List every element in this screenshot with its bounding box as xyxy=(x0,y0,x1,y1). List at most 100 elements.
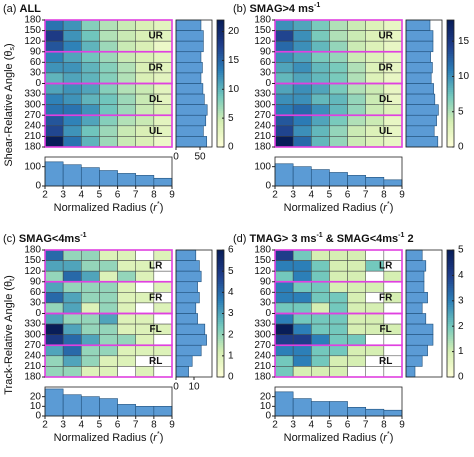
heat-cell xyxy=(311,355,330,367)
panel-title-part: 2 xyxy=(404,233,413,245)
heat-cell xyxy=(347,19,366,31)
y-tick-label: 0 xyxy=(35,308,41,319)
colorbar-step xyxy=(217,328,224,331)
heat-cell xyxy=(44,355,64,367)
colorbar-step xyxy=(447,283,454,287)
colorbar-step xyxy=(447,60,454,63)
colorbar-tick-label: 0 xyxy=(458,142,464,153)
region-label: UR xyxy=(148,31,163,42)
colorbar-step xyxy=(447,111,454,114)
row-hist-bar xyxy=(175,40,204,53)
heat-cell xyxy=(365,334,385,346)
colorbar-step xyxy=(217,36,224,40)
row-hist-bar xyxy=(405,270,425,283)
colorbar-step xyxy=(447,330,454,333)
col-hist-bar xyxy=(80,396,100,417)
heat-cell xyxy=(274,270,294,282)
heat-cell xyxy=(383,40,403,53)
colorbar-step xyxy=(447,302,454,306)
row-hist-bar xyxy=(405,104,439,116)
heat-cell xyxy=(62,323,82,335)
heat-cell xyxy=(292,125,312,137)
heat-cell xyxy=(99,19,118,31)
heat-cell xyxy=(365,51,385,63)
heat-cell xyxy=(292,249,312,261)
panel-title-part: (b) xyxy=(233,3,250,15)
y-tick-label: 180 xyxy=(24,372,41,383)
heat-cell xyxy=(383,19,403,31)
panel-title: (a) ALL xyxy=(3,3,41,15)
row-hist-frame xyxy=(175,19,213,148)
colorbar-step xyxy=(217,355,224,359)
heat-cell xyxy=(81,323,100,335)
y-tick-label: 240 xyxy=(24,350,41,361)
colorbar-step xyxy=(447,75,454,78)
colorbar-step xyxy=(217,366,224,369)
colorbar-step xyxy=(217,271,224,274)
col-hist-bar xyxy=(310,401,330,417)
heat-cell xyxy=(292,136,312,148)
heat-cell xyxy=(99,93,118,105)
y-tick-label: 270 xyxy=(24,110,41,121)
x-tick-label: 5 xyxy=(97,420,103,431)
heat-cell xyxy=(274,115,294,127)
heat-cell xyxy=(292,51,312,63)
colorbar-step xyxy=(447,357,454,361)
heat-cell xyxy=(153,313,173,325)
colorbar-step xyxy=(217,130,224,133)
region-label: UR xyxy=(378,31,393,42)
heat-cell xyxy=(117,270,136,282)
heat-cell xyxy=(44,323,64,335)
colorbar-step xyxy=(217,277,224,281)
colorbar-step xyxy=(447,45,454,48)
colorbar-step xyxy=(447,351,454,355)
heat-cell xyxy=(81,115,100,127)
y-tick-label: 30 xyxy=(30,298,42,309)
heat-cell xyxy=(274,72,294,84)
colorbar-step xyxy=(447,298,454,302)
y-tick-label: 30 xyxy=(30,68,42,79)
heat-cell xyxy=(274,104,294,116)
heat-cell xyxy=(292,313,312,325)
colorbar-step xyxy=(217,26,224,29)
x-axis-label-part: ) xyxy=(390,202,394,214)
panel-title-part: TMAG> 3 ms xyxy=(250,233,317,245)
colorbar-step xyxy=(217,360,224,363)
y-tick-label: 120 xyxy=(254,36,271,47)
panel-title-part: (a) xyxy=(3,3,20,15)
heat-cell xyxy=(365,345,385,357)
x-tick-label: 5 xyxy=(327,190,333,201)
col-hist-tick-label: 0 xyxy=(265,411,271,422)
heat-cell xyxy=(292,345,312,357)
colorbar-step xyxy=(217,24,224,27)
colorbar-step xyxy=(447,341,454,344)
row-hist-bar xyxy=(405,323,434,335)
heat-cell xyxy=(99,302,118,314)
heat-cell xyxy=(44,93,64,105)
heat-cell xyxy=(135,281,155,293)
x-axis-label-part: * xyxy=(387,201,390,208)
colorbar-step xyxy=(447,140,454,144)
heat-cell xyxy=(81,19,100,31)
colorbar-step xyxy=(217,256,224,259)
col-hist-bar xyxy=(99,398,118,417)
colorbar-step xyxy=(447,134,454,137)
heat-cell xyxy=(117,355,136,367)
heat-cell xyxy=(329,292,348,304)
colorbar-step xyxy=(217,127,224,131)
x-axis-label-part: Normalized Radius ( xyxy=(54,202,154,214)
colorbar-tick-label: 20 xyxy=(228,26,240,37)
col-hist-tick-label: 10 xyxy=(260,401,272,412)
colorbar-step xyxy=(447,326,454,329)
colorbar-step xyxy=(217,338,224,342)
panel-title-part: (d) xyxy=(233,233,250,245)
heat-cell xyxy=(99,72,118,84)
heat-cell xyxy=(153,302,173,314)
heat-cell xyxy=(44,83,64,95)
colorbar-step xyxy=(217,83,224,87)
heat-cell xyxy=(62,93,82,105)
y-tick-label: 180 xyxy=(24,15,41,26)
heat-cell xyxy=(62,270,82,282)
colorbar-step xyxy=(447,336,454,340)
heat-cell xyxy=(153,51,173,63)
